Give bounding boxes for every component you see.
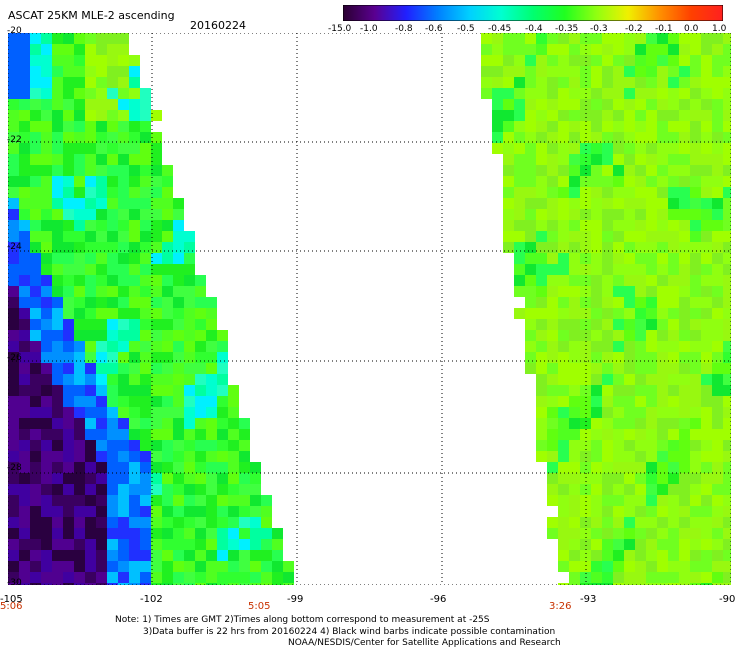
lat-tick-label: -24	[7, 242, 22, 252]
lon-tick-label: -96	[430, 594, 447, 605]
colorbar-label: -0.2	[625, 24, 643, 34]
lat-tick-label: -30	[7, 578, 22, 588]
colorbar-label: 0.0	[684, 24, 699, 34]
lon-tick-label: -90	[719, 594, 736, 605]
colorbar	[343, 5, 723, 21]
lon-tick-label: -102	[140, 594, 163, 605]
swath-map	[8, 33, 731, 585]
footnote-line-2: 3)Data buffer is 22 hrs from 20160224 4)…	[143, 627, 556, 637]
colorbar-label: -0.3	[590, 24, 608, 34]
colorbar-label: -15.0	[328, 24, 352, 34]
swath-pixels	[8, 33, 731, 585]
pass-time-label: 3:26	[549, 601, 572, 612]
colorbar-label: -0.1	[655, 24, 673, 34]
colorbar-label: -0.45	[488, 24, 512, 34]
colorbar-label: 1.0	[712, 24, 727, 34]
lat-tick-label: -22	[7, 135, 22, 145]
product-date: 20160224	[190, 19, 246, 32]
colorbar-label: -0.6	[425, 24, 443, 34]
footnote-line-1: Note: 1) Times are GMT 2)Times along bot…	[115, 615, 490, 625]
pass-time-label: 5:06	[0, 601, 23, 612]
colorbar-label: -1.0	[360, 24, 378, 34]
lat-tick-label: -20	[7, 26, 22, 36]
lon-tick-label: -93	[580, 594, 597, 605]
colorbar-label: -0.35	[555, 24, 579, 34]
lat-tick-label: -26	[7, 353, 22, 363]
lat-tick-label: -28	[7, 463, 22, 473]
colorbar-gradient	[343, 5, 723, 21]
colorbar-label: -0.4	[525, 24, 543, 34]
lon-tick-label: -99	[287, 594, 304, 605]
colorbar-label: -0.5	[457, 24, 475, 34]
pass-time-label: 5:05	[248, 601, 271, 612]
lon-tick-label: -105	[0, 594, 23, 605]
colorbar-label: -0.8	[395, 24, 413, 34]
product-title: ASCAT 25KM MLE-2 ascending	[8, 9, 175, 22]
graticule	[8, 33, 731, 585]
footnote-line-3: NOAA/NESDIS/Center for Satellite Applica…	[288, 638, 561, 648]
